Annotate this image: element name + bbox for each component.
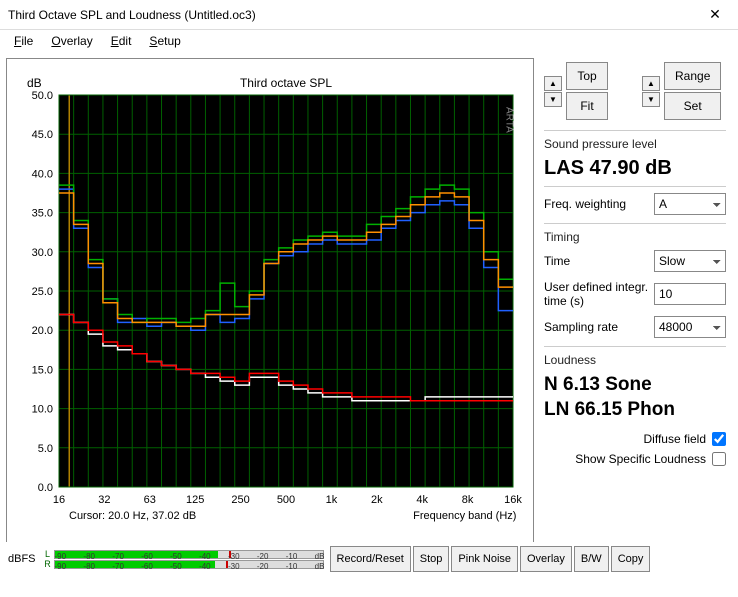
- svg-text:ARTA: ARTA: [504, 107, 515, 133]
- svg-text:0.0: 0.0: [38, 482, 53, 494]
- svg-text:45.0: 45.0: [32, 129, 53, 141]
- svg-text:16: 16: [53, 494, 65, 506]
- diffuse-field-checkbox[interactable]: [712, 432, 726, 446]
- set-button[interactable]: Set: [664, 92, 721, 120]
- menu-file[interactable]: File: [6, 32, 41, 50]
- svg-text:125: 125: [186, 494, 204, 506]
- overlay-button[interactable]: Overlay: [520, 546, 572, 572]
- menu-setup[interactable]: Setup: [141, 32, 188, 50]
- svg-text:32: 32: [98, 494, 110, 506]
- svg-text:dB: dB: [27, 76, 42, 90]
- range-down-button[interactable]: ▼: [642, 92, 660, 107]
- integ-time-input[interactable]: [654, 283, 726, 305]
- meter-channel-l: L: [42, 549, 54, 559]
- pink-noise-button[interactable]: Pink Noise: [451, 546, 518, 572]
- svg-text:Third octave SPL: Third octave SPL: [240, 76, 332, 90]
- svg-text:63: 63: [144, 494, 156, 506]
- footer: dBFS L -90-80-70-60-50-40-30-20-10dB R -…: [0, 542, 738, 576]
- svg-text:4k: 4k: [416, 494, 428, 506]
- show-specific-label: Show Specific Loudness: [575, 452, 706, 466]
- svg-text:30.0: 30.0: [32, 247, 53, 259]
- svg-text:500: 500: [277, 494, 295, 506]
- record-reset-button[interactable]: Record/Reset: [330, 546, 411, 572]
- stop-button[interactable]: Stop: [413, 546, 450, 572]
- side-panel: ▲ ▼ Top Fit ▲ ▼ Range Set Sound: [534, 58, 732, 542]
- top-button[interactable]: Top: [566, 62, 608, 90]
- menubar: File Overlay Edit Setup: [0, 30, 738, 52]
- loudness-phon: LN 66.15 Phon: [544, 398, 726, 423]
- chart-panel: 0.0 5.0 10.0 15.0 20.0 25.0 30.0 35.0 40.0 45.0 50…: [6, 58, 534, 542]
- sampling-rate-select[interactable]: 48000: [654, 316, 726, 338]
- svg-text:5.0: 5.0: [38, 443, 53, 455]
- time-label: Time: [544, 254, 570, 268]
- spl-reading: LAS 47.90 dB: [544, 157, 726, 180]
- svg-text:250: 250: [231, 494, 249, 506]
- diffuse-field-label: Diffuse field: [644, 432, 706, 446]
- svg-text:40.0: 40.0: [32, 168, 53, 180]
- svg-text:50.0: 50.0: [32, 90, 53, 102]
- menu-overlay[interactable]: Overlay: [43, 32, 100, 50]
- freq-weighting-label: Freq. weighting: [544, 197, 626, 211]
- svg-text:10.0: 10.0: [32, 404, 53, 416]
- svg-text:Cursor: 20.0 Hz, 37.02 dB: Cursor: 20.0 Hz, 37.02 dB: [69, 510, 196, 522]
- window-title: Third Octave SPL and Loudness (Untitled.…: [8, 8, 700, 22]
- range-button[interactable]: Range: [664, 62, 721, 90]
- freq-weighting-select[interactable]: A: [654, 193, 726, 215]
- loudness-section-label: Loudness: [544, 353, 726, 367]
- menu-edit[interactable]: Edit: [103, 32, 140, 50]
- svg-text:2k: 2k: [371, 494, 383, 506]
- spl-chart: 0.0 5.0 10.0 15.0 20.0 25.0 30.0 35.0 40.0 45.0 50…: [7, 59, 533, 545]
- fit-button[interactable]: Fit: [566, 92, 608, 120]
- svg-text:15.0: 15.0: [32, 364, 53, 376]
- timing-section-label: Timing: [544, 230, 726, 244]
- range-up-button[interactable]: ▲: [642, 76, 660, 91]
- svg-text:20.0: 20.0: [32, 325, 53, 337]
- loudness-sone: N 6.13 Sone: [544, 373, 726, 398]
- svg-text:35.0: 35.0: [32, 208, 53, 220]
- meter-channel-r: R: [42, 559, 54, 569]
- svg-text:8k: 8k: [462, 494, 474, 506]
- top-down-button[interactable]: ▼: [544, 92, 562, 107]
- time-select[interactable]: Slow: [654, 250, 726, 272]
- svg-text:Frequency band (Hz): Frequency band (Hz): [413, 510, 516, 522]
- svg-text:16k: 16k: [504, 494, 522, 506]
- copy-button[interactable]: Copy: [611, 546, 651, 572]
- sampling-rate-label: Sampling rate: [544, 320, 618, 334]
- level-meter: L -90-80-70-60-50-40-30-20-10dB R -90-80…: [42, 549, 324, 569]
- close-icon[interactable]: ✕: [700, 1, 730, 29]
- integ-time-label: User defined integr. time (s): [544, 280, 654, 308]
- show-specific-checkbox[interactable]: [712, 452, 726, 466]
- svg-text:25.0: 25.0: [32, 286, 53, 298]
- dbfs-label: dBFS: [8, 553, 36, 565]
- svg-text:1k: 1k: [326, 494, 338, 506]
- top-up-button[interactable]: ▲: [544, 76, 562, 91]
- spl-label: Sound pressure level: [544, 137, 726, 151]
- bw-button[interactable]: B/W: [574, 546, 609, 572]
